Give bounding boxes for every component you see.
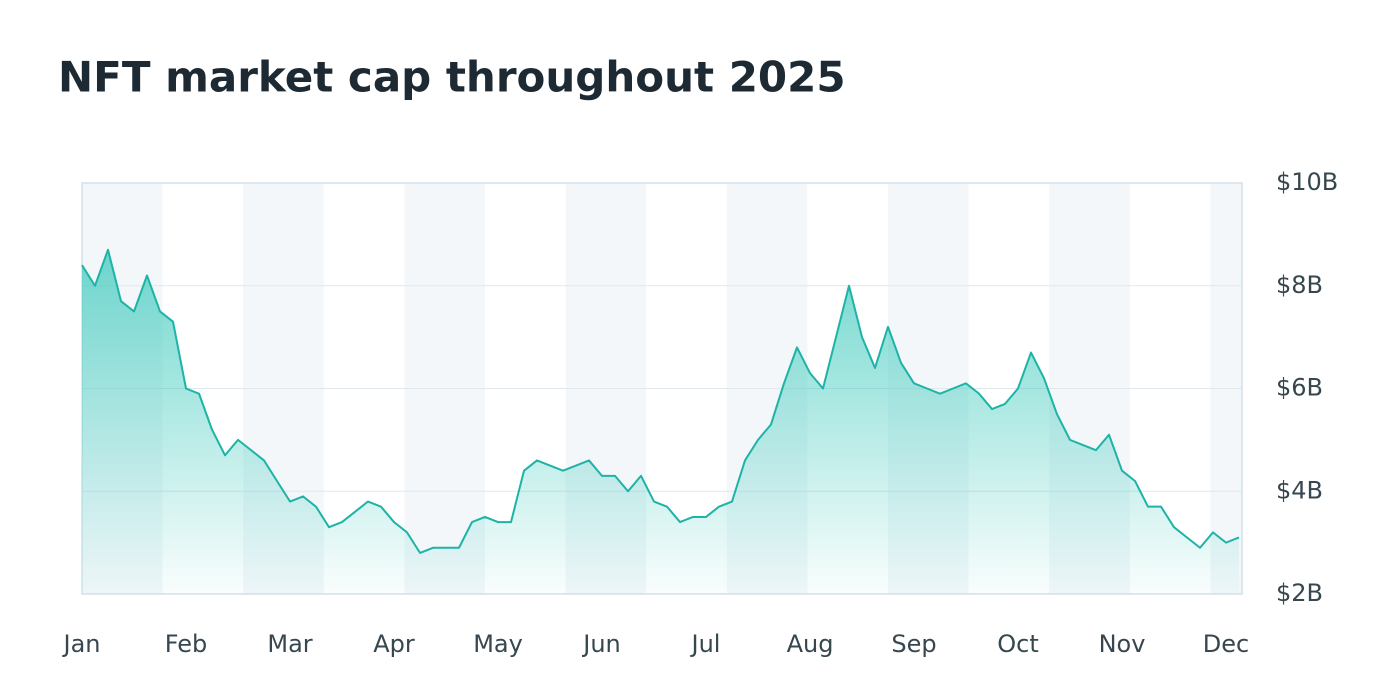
x-tick-label: Jun [581, 630, 621, 658]
x-tick-label: Dec [1203, 630, 1249, 658]
y-tick-label: $2B [1276, 579, 1323, 607]
x-tick-label: Apr [373, 630, 415, 658]
y-tick-label: $6B [1276, 374, 1323, 402]
x-tick-label: Aug [787, 630, 834, 658]
y-tick-label: $4B [1276, 476, 1323, 504]
y-tick-label: $8B [1276, 271, 1323, 299]
x-tick-label: May [473, 630, 523, 658]
line [81, 248, 1240, 554]
y-tick-label: $10B [1276, 168, 1338, 196]
x-tick-label: Feb [165, 630, 208, 658]
x-tick-label: Oct [997, 630, 1039, 658]
x-tick-label: Jan [62, 630, 101, 658]
chart-title: NFT market cap throughout 2025 [58, 53, 846, 102]
x-tick-label: Mar [267, 630, 312, 658]
x-tick-label: Nov [1099, 630, 1146, 658]
x-tick-label: Sep [891, 630, 936, 658]
x-tick-label: Jul [690, 630, 721, 658]
area [82, 249, 1239, 594]
